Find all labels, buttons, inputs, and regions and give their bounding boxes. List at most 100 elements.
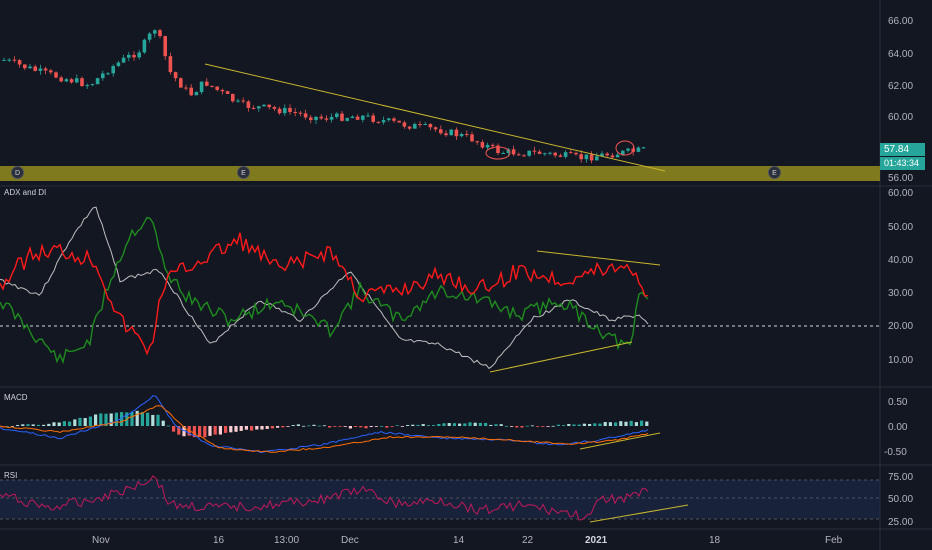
macd-histogram-bar (94, 414, 98, 426)
macd-histogram-bar (10, 425, 14, 427)
rsi-trendline[interactable] (589, 504, 689, 523)
macd-histogram-bar (73, 419, 77, 426)
candle-body (407, 126, 412, 129)
macd-histogram-bar (52, 422, 56, 426)
candle-body (433, 127, 438, 130)
event-marker-earnings[interactable]: E (237, 166, 250, 179)
time-label: 16 (213, 535, 225, 546)
adx-axis[interactable]: 60.00 50.00 40.00 30.00 20.00 10.00 (888, 188, 913, 366)
candle-body (283, 107, 287, 114)
candle-body (413, 124, 417, 129)
candle-body (199, 81, 204, 93)
adx-lower-trendline[interactable] (489, 341, 633, 373)
candle-body (95, 78, 100, 85)
rsi-pane-label[interactable]: RSI (4, 471, 18, 480)
candle-body (184, 87, 188, 89)
macd-histogram-bar (562, 425, 566, 426)
macd-histogram-bar (260, 426, 264, 430)
macd-histogram-bar (78, 417, 82, 426)
adx-tick: 50.00 (888, 222, 913, 233)
price-annotations[interactable] (485, 140, 635, 160)
candle-body (179, 78, 183, 88)
candle-body (132, 54, 136, 58)
candle-body (127, 54, 131, 58)
time-label-year: 2021 (585, 535, 608, 546)
candle-body (75, 78, 79, 83)
macd-histogram (0, 410, 649, 438)
macd-histogram-bar (359, 426, 363, 428)
candle-body (579, 154, 583, 160)
candle-body (517, 154, 521, 156)
candle-body (246, 101, 251, 108)
macd-histogram-bar (213, 426, 217, 435)
macd-pane-label[interactable]: MACD (4, 393, 28, 402)
macd-histogram-bar (468, 422, 472, 426)
macd-histogram-bar (322, 425, 326, 427)
rsi-tick: 75.00 (888, 472, 913, 483)
macd-histogram-bar (312, 424, 316, 426)
macd-histogram-bar (218, 426, 222, 435)
price-tick: 56.00 (888, 173, 913, 184)
price-axis[interactable]: 66.00 64.00 62.00 60.00 56.00 (888, 16, 913, 184)
candle-body (262, 104, 266, 107)
macd-histogram-bar (276, 426, 280, 428)
candle-body (220, 89, 225, 92)
event-marker-earnings[interactable]: E (768, 166, 781, 179)
macd-histogram-bar (390, 426, 394, 427)
candle-body (194, 92, 199, 96)
candle-body (340, 113, 344, 121)
macd-histogram-bar (47, 423, 51, 426)
candle-body (329, 116, 334, 120)
macd-trendline[interactable] (579, 432, 661, 450)
rsi-tick: 25.00 (888, 517, 913, 528)
macd-histogram-bar (577, 424, 581, 426)
candle-body (543, 153, 547, 155)
candle-body (288, 107, 292, 112)
adx-line (0, 206, 649, 370)
macd-histogram-bar (135, 410, 139, 426)
time-label: Nov (92, 535, 110, 546)
price-tick: 64.00 (888, 49, 913, 60)
candle-body (215, 86, 219, 90)
candle-body (439, 129, 443, 134)
time-axis[interactable]: Nov 16 13:00 Dec 14 22 2021 18 Feb (92, 535, 843, 546)
adx-upper-trendline[interactable] (536, 250, 661, 266)
candle-body (64, 79, 69, 82)
price-trendline[interactable] (204, 63, 666, 172)
event-marker-dividend[interactable]: D (11, 166, 24, 179)
candle-countdown-badge: 01:43:34 (880, 157, 925, 170)
macd-histogram-bar (645, 421, 649, 426)
candle-body (626, 148, 630, 151)
candle-body (418, 124, 422, 126)
candle-body (371, 115, 375, 122)
macd-axis[interactable]: 0.50 0.00 -0.50 (884, 397, 908, 458)
macd-histogram-bar (130, 412, 134, 426)
macd-histogram-bar (208, 426, 212, 436)
time-label: 18 (709, 535, 721, 546)
candle-body (537, 151, 542, 154)
macd-histogram-bar (494, 424, 498, 426)
macd-histogram-bar (556, 424, 560, 426)
candle-body (267, 104, 271, 108)
candle-body (522, 155, 526, 157)
macd-histogram-bar (458, 423, 462, 426)
macd-histogram-bar (42, 424, 46, 426)
candle-body (501, 152, 505, 154)
di-minus-line (0, 232, 649, 356)
candle-body (475, 141, 479, 143)
candle-body (553, 152, 557, 156)
candle-body (205, 81, 209, 86)
candle-body (563, 152, 568, 157)
macd-histogram-bar (447, 423, 451, 426)
candle-body (459, 133, 464, 137)
candle-body (111, 66, 115, 74)
candle-body (225, 91, 230, 94)
support-band (0, 166, 880, 181)
macd-histogram-bar (203, 426, 207, 438)
candle-body (277, 108, 282, 114)
candle-body (345, 118, 349, 121)
adx-pane-label[interactable]: ADX and DI (4, 188, 47, 197)
rsi-axis[interactable]: 75.00 50.00 25.00 (888, 472, 913, 528)
macd-histogram-bar (109, 413, 113, 426)
